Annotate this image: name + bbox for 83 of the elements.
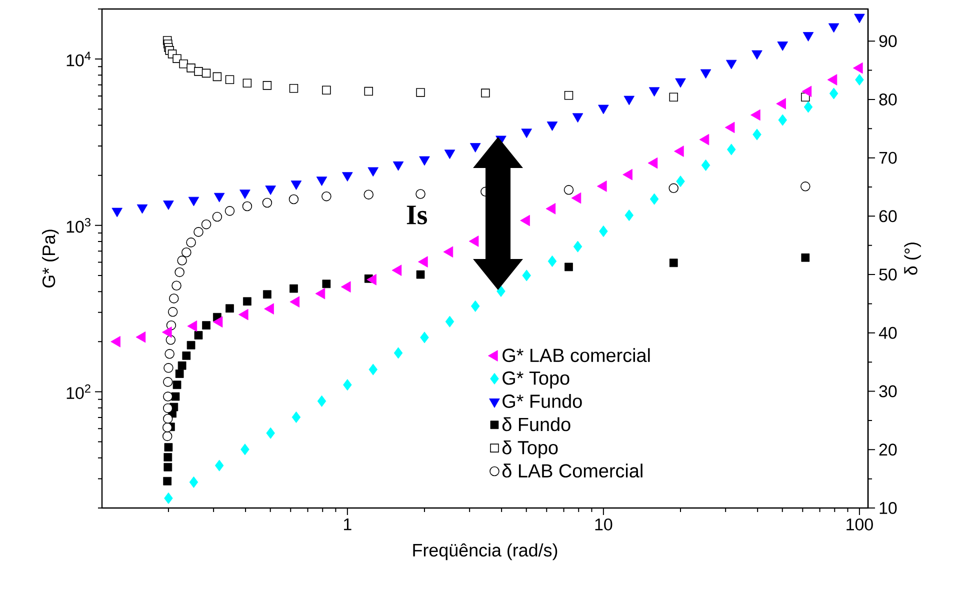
point — [290, 180, 302, 190]
point — [368, 167, 378, 177]
point — [674, 146, 684, 157]
annotation: Is — [406, 206, 427, 224]
point — [622, 168, 632, 180]
y2-tick-label: 10 — [880, 502, 897, 514]
point — [110, 336, 120, 348]
point — [700, 69, 712, 79]
point — [828, 23, 840, 33]
point — [520, 214, 530, 226]
x-tick-label: 1 — [344, 518, 352, 530]
point — [726, 60, 737, 70]
point — [470, 143, 481, 152]
point — [392, 264, 402, 276]
point — [521, 128, 532, 138]
point — [212, 316, 223, 328]
legend-label: δ Topo — [502, 440, 558, 458]
point — [342, 172, 353, 182]
point — [854, 14, 865, 24]
point — [777, 42, 788, 51]
point — [136, 204, 148, 214]
y2-tick-label: 80 — [879, 93, 897, 106]
point — [827, 74, 838, 86]
point — [366, 274, 376, 286]
point — [112, 208, 122, 218]
point — [624, 96, 635, 106]
point — [444, 150, 456, 160]
legend-label: δ Fundo — [502, 417, 570, 432]
y2-tick-label: 20 — [879, 444, 897, 456]
point — [802, 86, 812, 98]
point — [419, 156, 430, 166]
point — [188, 196, 200, 206]
point — [163, 200, 174, 210]
point — [264, 303, 274, 314]
legend-label: G* Topo — [502, 371, 570, 389]
point — [340, 281, 351, 293]
y2-tick-label: 30 — [879, 385, 897, 398]
y2-tick-label: 60 — [879, 210, 897, 222]
y2-tick-label: 50 — [879, 268, 897, 281]
y-tick-label: 10$^{4}$ — [66, 52, 91, 66]
point — [546, 203, 556, 214]
point — [724, 122, 735, 134]
point — [315, 288, 326, 300]
point — [162, 326, 172, 338]
point — [392, 161, 404, 171]
x-tick-label: 10 — [595, 518, 612, 530]
y2-tick-label: 40 — [878, 326, 897, 339]
point — [468, 236, 479, 247]
point — [240, 190, 250, 199]
y-tick-label: 10$^{3}$ — [66, 218, 90, 233]
point — [571, 192, 582, 204]
point — [752, 50, 762, 60]
point — [187, 320, 198, 332]
point — [265, 186, 276, 195]
point — [443, 246, 454, 258]
x-axis-title: Freqüência (rad/s) — [413, 543, 558, 560]
point — [214, 192, 225, 202]
point — [802, 32, 814, 42]
point — [675, 78, 686, 88]
point — [418, 256, 428, 268]
point — [776, 98, 786, 110]
point — [546, 122, 558, 131]
y2-tick-label: 90 — [879, 35, 897, 48]
point — [648, 87, 660, 97]
legend-label: G* Fundo — [502, 394, 582, 408]
point — [572, 113, 584, 123]
point — [290, 296, 300, 308]
point — [852, 62, 863, 74]
point — [648, 157, 658, 169]
point — [316, 176, 328, 186]
y2-tick-label: 70 — [879, 152, 897, 164]
x-tick-label: 100 — [846, 518, 873, 530]
point — [238, 308, 248, 320]
y-axis-title: G* (Pa) — [42, 230, 59, 288]
point — [596, 180, 607, 192]
point — [699, 134, 710, 146]
y-tick-label: 10$^{2}$ — [66, 384, 90, 400]
point — [598, 104, 609, 114]
y2-axis-title: δ (°) — [904, 242, 921, 275]
legend-label: δ LAB Comercial — [502, 464, 642, 478]
point — [136, 331, 146, 343]
legend-label: G* LAB comercial — [502, 348, 650, 362]
point — [750, 109, 760, 121]
